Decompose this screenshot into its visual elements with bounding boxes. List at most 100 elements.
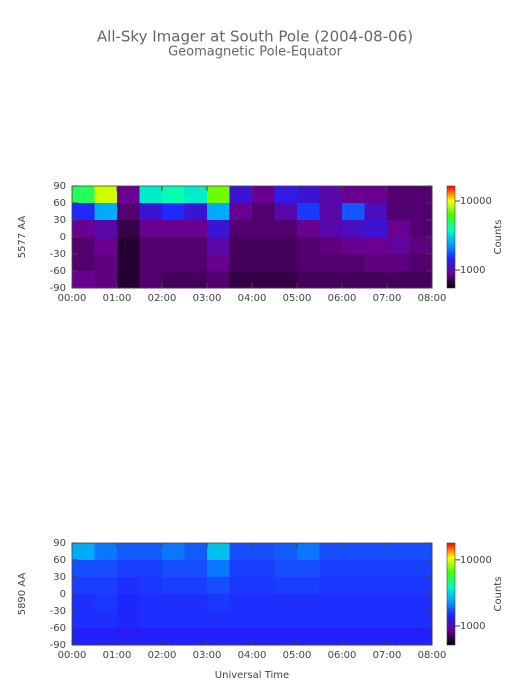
heat-cell bbox=[207, 271, 230, 289]
heat-cell bbox=[319, 543, 343, 561]
heat-cell bbox=[342, 220, 365, 238]
heat-cell bbox=[72, 254, 95, 272]
heat-cell bbox=[342, 543, 365, 561]
heat-cell bbox=[252, 203, 275, 221]
heat-cell bbox=[72, 577, 95, 595]
heat-cell bbox=[139, 220, 163, 238]
heat-cell bbox=[94, 254, 118, 272]
x-tick-label: 05:00 bbox=[283, 650, 312, 661]
heat-cell bbox=[319, 594, 343, 612]
heat-cell bbox=[94, 611, 118, 629]
heat-cell bbox=[72, 543, 95, 561]
y-tick-label: 30 bbox=[53, 215, 66, 226]
heat-cell bbox=[184, 560, 208, 578]
heat-cell bbox=[409, 611, 433, 629]
heat-cell bbox=[229, 186, 253, 204]
x-tick-label: 06:00 bbox=[328, 650, 357, 661]
heat-cell bbox=[229, 560, 253, 578]
y-tick-label: 0 bbox=[60, 589, 66, 600]
heat-cell bbox=[319, 186, 343, 204]
heat-cell bbox=[387, 220, 410, 238]
heat-cell bbox=[72, 594, 95, 612]
heat-cell bbox=[387, 628, 410, 646]
heat-cell bbox=[72, 237, 95, 255]
y-tick-label: -90 bbox=[50, 640, 66, 651]
heat-cell bbox=[364, 594, 388, 612]
heat-cell bbox=[184, 203, 208, 221]
heat-cell bbox=[139, 543, 163, 561]
heat-cell bbox=[297, 254, 320, 272]
heat-cell bbox=[72, 560, 95, 578]
heat-cell bbox=[94, 220, 118, 238]
heat-cell bbox=[162, 543, 185, 561]
heat-cell bbox=[162, 628, 185, 646]
heat-cell bbox=[387, 271, 410, 289]
heat-cell bbox=[252, 628, 275, 646]
heat-cell bbox=[184, 186, 208, 204]
heat-cell bbox=[274, 560, 298, 578]
x-tick-label: 02:00 bbox=[148, 293, 177, 304]
heat-cell bbox=[409, 594, 433, 612]
heat-cell bbox=[387, 237, 410, 255]
heat-cell bbox=[297, 543, 320, 561]
y-tick-label: -30 bbox=[50, 606, 66, 617]
heat-cell bbox=[342, 186, 365, 204]
y-tick-label: 90 bbox=[53, 538, 66, 549]
heat-cell bbox=[274, 203, 298, 221]
heat-cell bbox=[342, 254, 365, 272]
heat-cell bbox=[162, 577, 185, 595]
heat-cell bbox=[342, 271, 365, 289]
y-tick-label: 30 bbox=[53, 572, 66, 583]
heat-cell bbox=[139, 611, 163, 629]
heat-cell bbox=[252, 271, 275, 289]
heat-cell bbox=[252, 254, 275, 272]
heat-cell bbox=[319, 237, 343, 255]
heat-cell bbox=[387, 577, 410, 595]
heat-cell bbox=[297, 203, 320, 221]
heat-cell bbox=[184, 577, 208, 595]
colorbar-tick-label: 10000 bbox=[460, 196, 492, 207]
heat-cell bbox=[409, 577, 433, 595]
heat-cell bbox=[94, 577, 118, 595]
heat-cell bbox=[252, 611, 275, 629]
heat-cell bbox=[117, 560, 140, 578]
heat-cell bbox=[297, 594, 320, 612]
heat-cell bbox=[139, 577, 163, 595]
heat-cell bbox=[274, 611, 298, 629]
heat-cell bbox=[274, 254, 298, 272]
heat-cell bbox=[274, 577, 298, 595]
heat-cell bbox=[184, 611, 208, 629]
heat-cell bbox=[319, 611, 343, 629]
heat-cell bbox=[229, 543, 253, 561]
colorbar bbox=[446, 185, 456, 289]
heat-cell bbox=[274, 271, 298, 289]
heat-cell bbox=[117, 237, 140, 255]
heat-cell bbox=[139, 594, 163, 612]
heat-cell bbox=[364, 560, 388, 578]
heat-cell bbox=[319, 560, 343, 578]
heat-cell bbox=[207, 237, 230, 255]
heat-cell bbox=[94, 560, 118, 578]
chart-title: All-Sky Imager at South Pole (2004-08-06… bbox=[97, 28, 413, 46]
heat-cell bbox=[229, 203, 253, 221]
heat-cell bbox=[387, 543, 410, 561]
heat-cell bbox=[229, 254, 253, 272]
heat-cell bbox=[342, 577, 365, 595]
heat-cell bbox=[184, 254, 208, 272]
heat-cell bbox=[409, 543, 433, 561]
heat-cell bbox=[117, 628, 140, 646]
y-tick-label: 90 bbox=[53, 181, 66, 192]
heat-cell bbox=[297, 577, 320, 595]
heat-cell bbox=[252, 220, 275, 238]
heat-cell bbox=[274, 543, 298, 561]
y-axis-label: 5577 AA bbox=[17, 216, 28, 259]
heat-cell bbox=[117, 611, 140, 629]
heat-cell bbox=[274, 186, 298, 204]
heat-cell bbox=[252, 543, 275, 561]
y-tick-label: 60 bbox=[53, 198, 66, 209]
heat-cell bbox=[162, 203, 185, 221]
heat-cell bbox=[387, 186, 410, 204]
heat-cell bbox=[94, 237, 118, 255]
x-tick-label: 02:00 bbox=[148, 650, 177, 661]
heat-cell bbox=[229, 237, 253, 255]
